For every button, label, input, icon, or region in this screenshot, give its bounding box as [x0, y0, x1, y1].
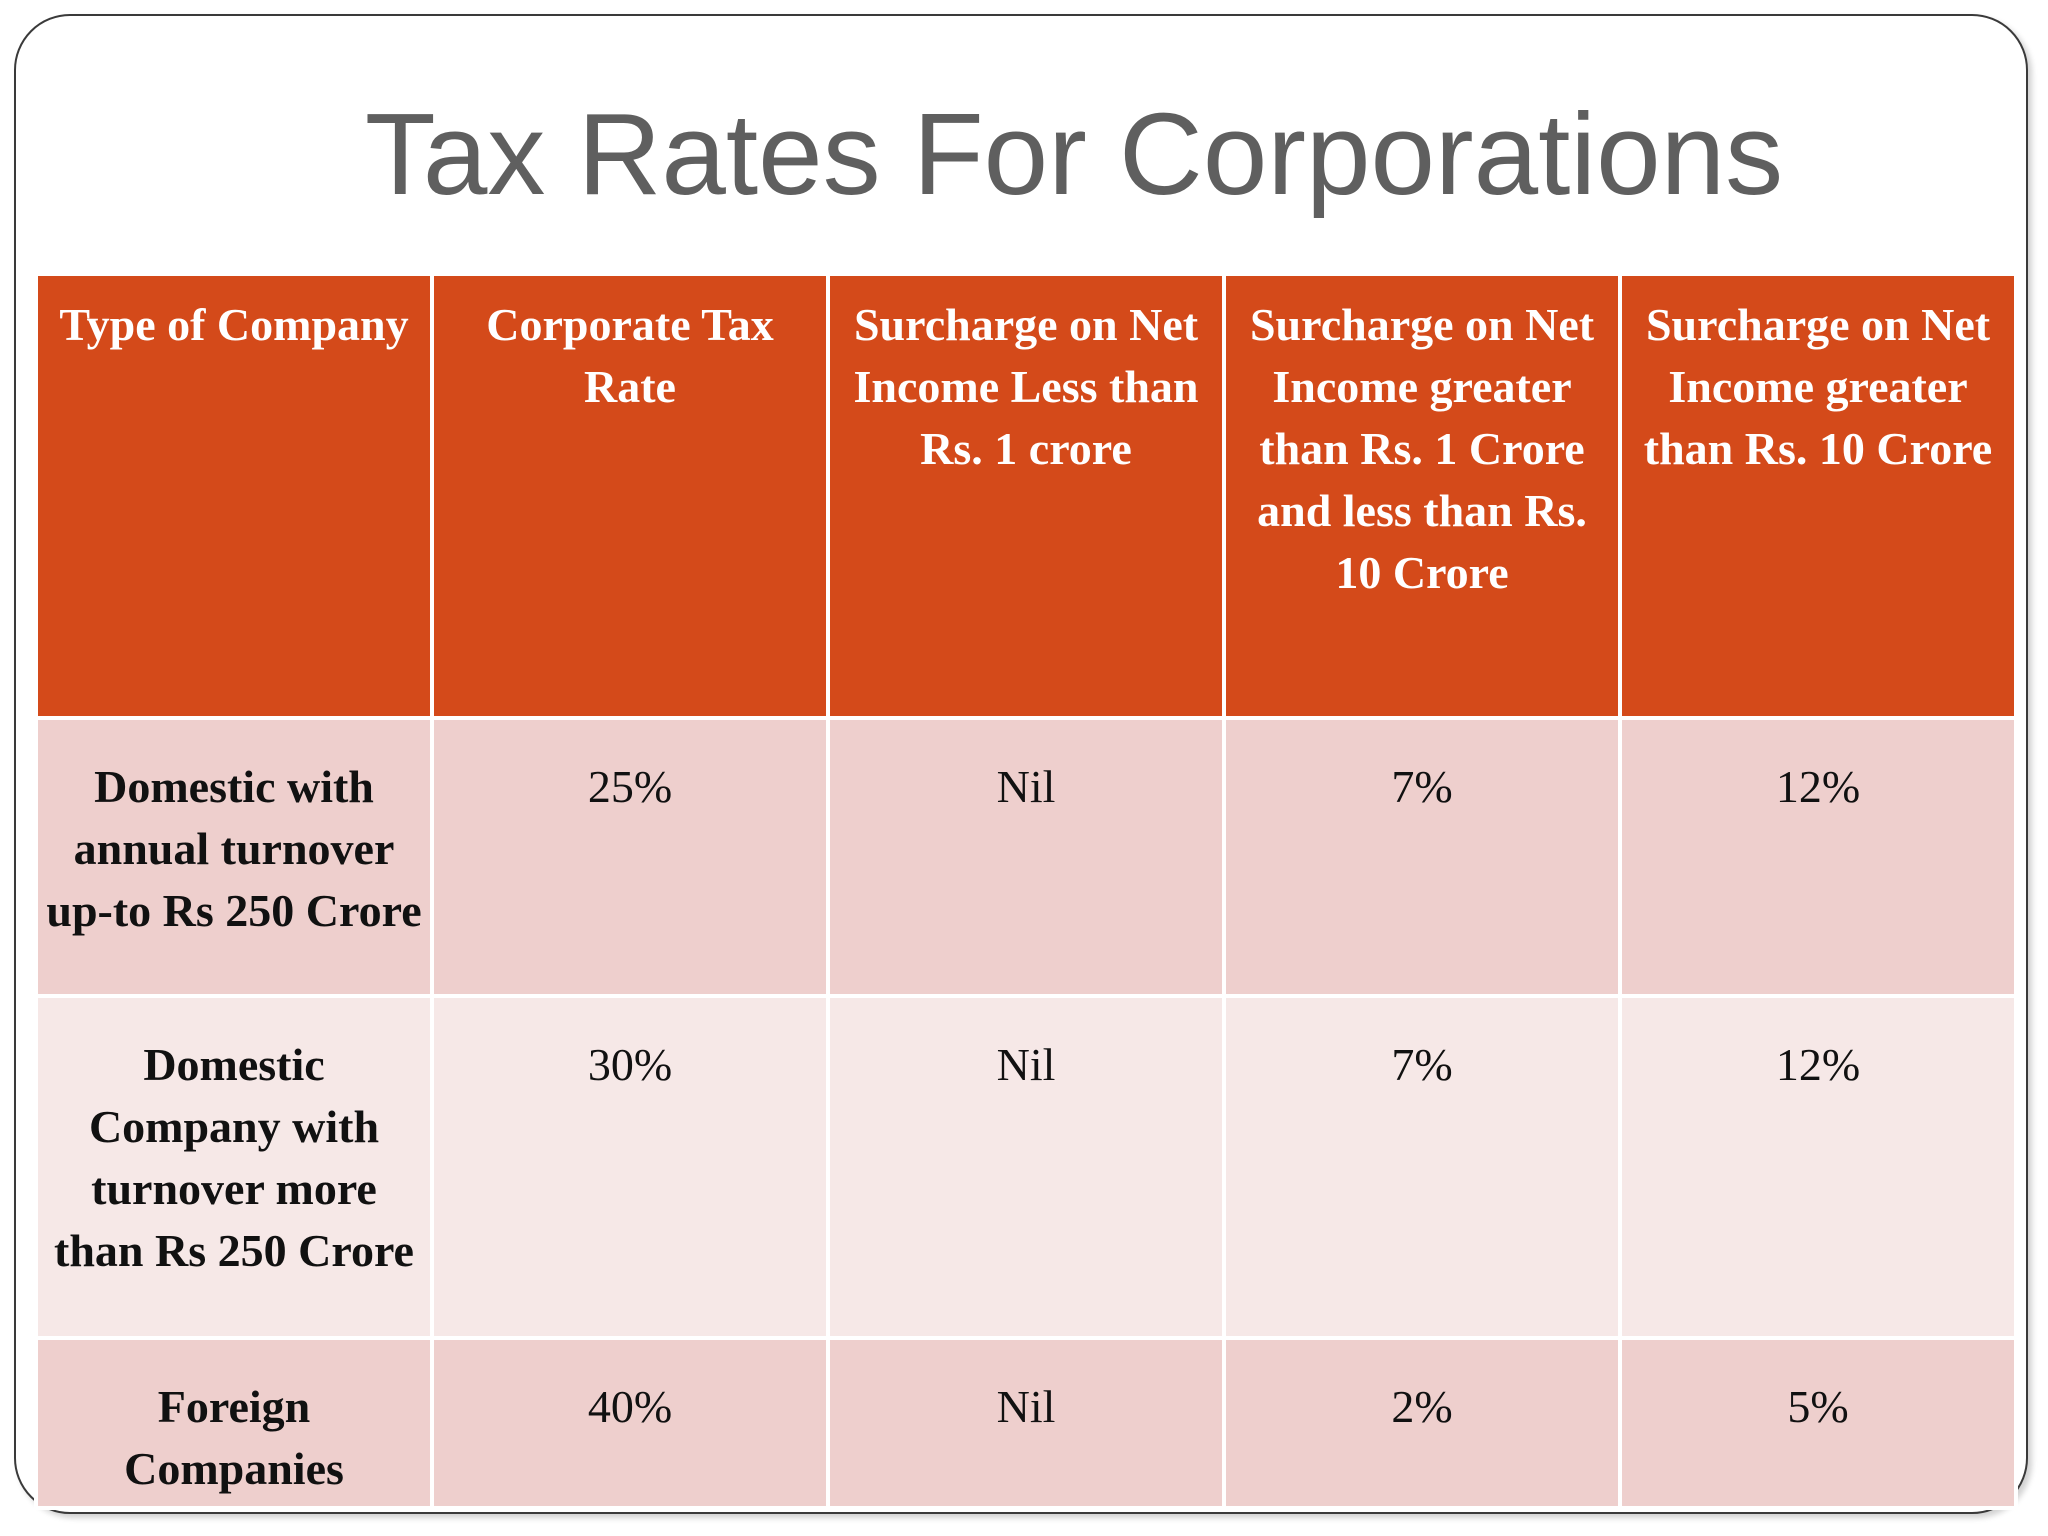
table-row: Foreign Companies 40% Nil 2% 5%: [34, 1336, 2018, 1510]
corporate-tax-rate-cell: 40%: [430, 1336, 830, 1510]
surcharge-under-1-crore-cell: Nil: [826, 994, 1226, 1340]
surcharge-over-10-crore-cell: 12%: [1618, 994, 2018, 1340]
surcharge-1-to-10-crore-cell: 7%: [1222, 994, 1622, 1340]
corporate-tax-rate-cell: 30%: [430, 994, 830, 1340]
surcharge-over-10-crore-cell: 5%: [1618, 1336, 2018, 1510]
surcharge-under-1-crore-cell: Nil: [826, 1336, 1226, 1510]
table-header-row: Type of Company Corporate Tax Rate Surch…: [34, 272, 2018, 720]
header-surcharge-under-1-crore: Surcharge on Net Income Less than Rs. 1 …: [826, 272, 1226, 720]
slide-title: Tax Rates For Corporations: [364, 89, 1784, 219]
corporate-tax-rate-cell: 25%: [430, 716, 830, 998]
header-corporate-tax-rate: Corporate Tax Rate: [430, 272, 830, 720]
table-row: Domestic Company with turnover more than…: [34, 994, 2018, 1340]
tax-rate-table: Type of Company Corporate Tax Rate Surch…: [34, 272, 2018, 1510]
header-type-of-company: Type of Company: [34, 272, 434, 720]
table-row: Domestic with annual turnover up-to Rs 2…: [34, 716, 2018, 998]
header-surcharge-1-to-10-crore: Surcharge on Net Income greater than Rs.…: [1222, 272, 1622, 720]
header-surcharge-over-10-crore: Surcharge on Net Income greater than Rs.…: [1618, 272, 2018, 720]
surcharge-1-to-10-crore-cell: 2%: [1222, 1336, 1622, 1510]
surcharge-1-to-10-crore-cell: 7%: [1222, 716, 1622, 998]
company-type-cell: Domestic with annual turnover up-to Rs 2…: [34, 716, 434, 998]
company-type-cell: Foreign Companies: [34, 1336, 434, 1510]
surcharge-over-10-crore-cell: 12%: [1618, 716, 2018, 998]
surcharge-under-1-crore-cell: Nil: [826, 716, 1226, 998]
company-type-cell: Domestic Company with turnover more than…: [34, 994, 434, 1340]
